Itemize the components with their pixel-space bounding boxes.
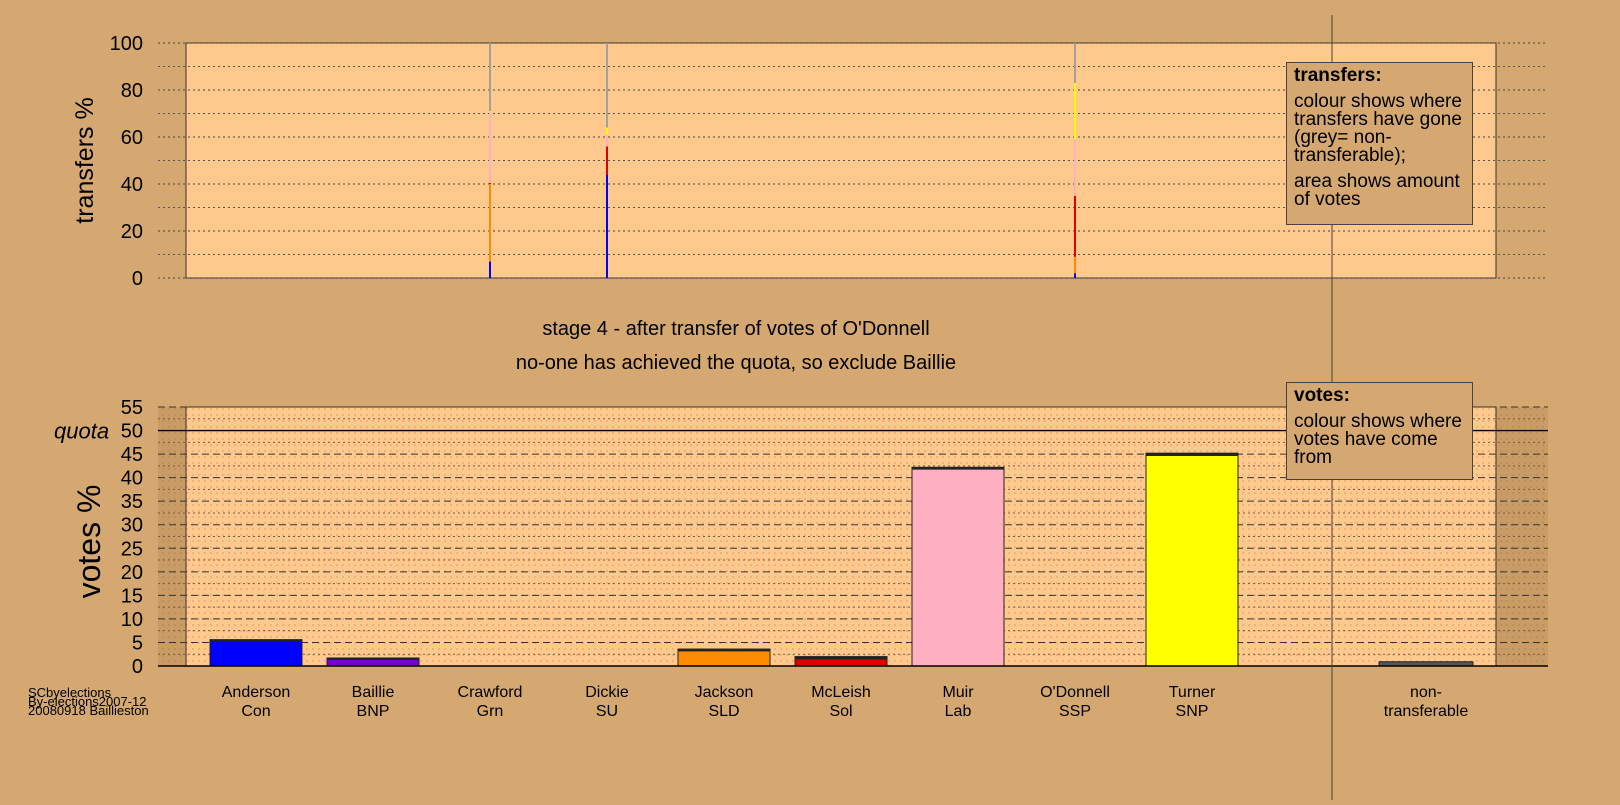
votes-legend: votes: colour shows where votes have com…	[1286, 382, 1473, 480]
votes-y-tick-label: 15	[121, 585, 143, 607]
transfer-segment-o-donnell-lab	[1074, 139, 1076, 196]
transfer-segment-crawford-snp	[489, 111, 491, 113]
vote-bar-transfer-top-anderson	[210, 639, 302, 642]
votes-y-tick-label: 20	[121, 562, 143, 584]
vote-bar-transfer-top-turner	[1146, 453, 1238, 456]
candidate-name-label: McLeish	[811, 684, 871, 701]
vote-bar-turner	[1145, 452, 1239, 667]
candidate-party-label: Sol	[829, 703, 852, 720]
candidate-name-label: Muir	[942, 684, 974, 701]
candidate-party-label: SU	[596, 703, 618, 720]
candidate-party-label: BNP	[357, 703, 390, 720]
transfers-y-axis-label: transfers %	[71, 97, 99, 223]
nontransferable-label-line1: non-	[1410, 684, 1442, 701]
vote-bar-transfer-top-muir	[912, 467, 1004, 470]
candidate-party-label: SSP	[1059, 703, 1091, 720]
transfer-segment-dickie-nontransferable	[606, 43, 608, 128]
votes-y-tick-label: 0	[132, 656, 143, 678]
vote-bar-transfer-top-jackson	[678, 649, 770, 652]
candidate-name-label: Jackson	[695, 684, 754, 701]
candidate-name-label: Dickie	[585, 684, 629, 701]
transfers-chart: 0 20 40 60 80 100 transfers %	[71, 33, 1548, 290]
vote-bar-transfer-top-mcleish	[795, 656, 887, 660]
transfers-legend: transfers: colour shows where transfers …	[1286, 62, 1473, 225]
candidate-party-label: SNP	[1176, 703, 1209, 720]
candidate-name-label: Crawford	[458, 684, 523, 701]
transfers-y-tick-label: 20	[121, 221, 143, 243]
votes-y-tick-label: 45	[121, 444, 143, 466]
votes-y-tick-label: 40	[121, 468, 143, 490]
transfer-segment-o-donnell-nontransferable	[1074, 43, 1076, 83]
transfers-legend-area-note: area shows amount of votes	[1294, 171, 1460, 210]
footer-election: 20080918 Baillieston	[28, 703, 149, 718]
transfer-segment-dickie-lab	[606, 134, 608, 147]
transfer-segment-crawford-lab	[489, 112, 491, 183]
candidate-name-label: O'Donnell	[1040, 684, 1110, 701]
votes-y-tick-label: 55	[121, 397, 143, 419]
candidate-party-label: Grn	[477, 703, 504, 720]
transfers-y-tick-label: 0	[132, 268, 143, 290]
quota-label: quota	[54, 419, 109, 444]
transfer-segment-dickie-con	[606, 174, 608, 278]
transfers-legend-title: transfers:	[1294, 65, 1382, 86]
votes-y-axis-label: votes %	[71, 485, 107, 599]
transfer-segment-o-donnell-sld	[1074, 256, 1076, 274]
vote-bar-muir	[911, 466, 1005, 667]
votes-legend-colour-note: colour shows where votes have come from	[1294, 411, 1462, 468]
transfer-segment-o-donnell-snp	[1074, 82, 1076, 140]
candidate-name-label: Anderson	[222, 684, 291, 701]
footer-credits: SCbyelections By-elections2007-12 200809…	[28, 685, 149, 718]
candidate-party-label: SLD	[708, 703, 739, 720]
transfer-segment-o-donnell-sol	[1074, 195, 1076, 257]
transfer-segment-dickie-snp	[606, 127, 608, 135]
transfer-segment-dickie-sol	[606, 146, 608, 175]
votes-y-tick-label: 35	[121, 491, 143, 513]
vote-bar-jackson	[677, 648, 771, 667]
candidate-name-label: Baillie	[352, 684, 395, 701]
candidate-party-label: Con	[241, 703, 270, 720]
transfers-y-tick-label: 60	[121, 127, 143, 149]
nontransferable-label-line2: transferable	[1384, 703, 1469, 720]
transfer-segment-o-donnell-con	[1074, 273, 1076, 278]
transfers-y-tick-label: 40	[121, 174, 143, 196]
vote-bar-anderson	[209, 639, 303, 667]
stage-description: stage 4 - after transfer of votes of O'D…	[542, 318, 930, 340]
candidate-party-label: Lab	[945, 703, 972, 720]
footer-series: By-elections2007-12	[28, 694, 147, 709]
votes-y-tick-label: 5	[132, 632, 143, 654]
candidate-name-label: Turner	[1169, 684, 1216, 701]
footer-site: SCbyelections	[28, 685, 112, 700]
transfers-y-tick-label: 100	[110, 33, 143, 55]
votes-y-tick-label: 50	[121, 421, 143, 443]
transfers-y-tick-label: 80	[121, 80, 143, 102]
transfers-legend-colour-note: colour shows where transfers have gone (…	[1294, 91, 1462, 166]
transfer-segment-crawford-sld	[489, 184, 491, 262]
stage-decision: no-one has achieved the quota, so exclud…	[515, 352, 957, 374]
votes-legend-title: votes:	[1294, 385, 1350, 406]
transfer-segment-crawford-sol	[489, 182, 491, 184]
votes-y-tick-label: 25	[121, 538, 143, 560]
transfer-segment-crawford-nontransferable	[489, 43, 491, 112]
transfer-segment-crawford-con	[489, 261, 491, 278]
votes-y-tick-label: 10	[121, 609, 143, 631]
vote-bar-transfer-top-baillie	[327, 657, 419, 660]
votes-y-tick-label: 30	[121, 515, 143, 537]
